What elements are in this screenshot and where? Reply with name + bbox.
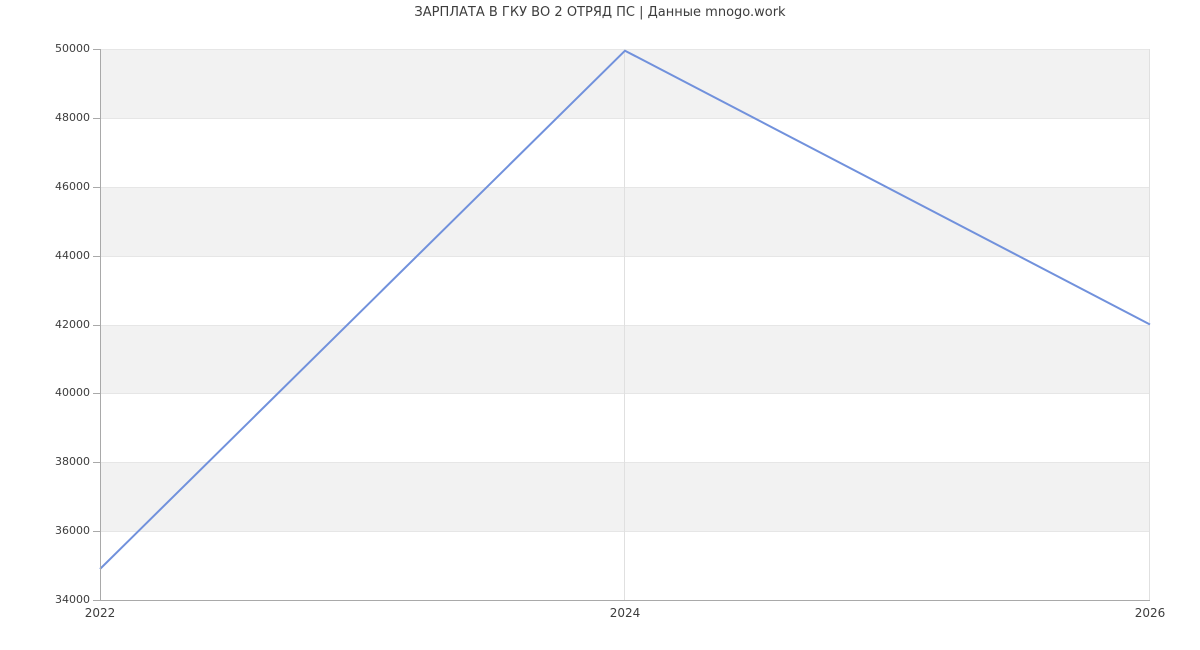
- vertical-gridline: [624, 49, 625, 600]
- chart-title: ЗАРПЛАТА В ГКУ ВО 2 ОТРЯД ПС | Данные mn…: [414, 5, 786, 20]
- x-axis-label: 2022: [84, 606, 116, 620]
- horizontal-gridline: [100, 531, 1150, 533]
- horizontal-gridline: [100, 186, 1150, 188]
- y-axis-label: 40000: [55, 386, 90, 400]
- x-axis-label: 2024: [609, 606, 641, 620]
- y-axis-tick: [93, 393, 100, 395]
- x-axis-line: [100, 600, 1150, 601]
- plot-band: [100, 49, 1150, 118]
- horizontal-gridline: [100, 324, 1150, 326]
- plot-band: [100, 462, 1150, 532]
- y-axis-label: 38000: [55, 455, 90, 469]
- y-axis-tick: [93, 462, 100, 464]
- y-axis-label: 42000: [55, 317, 90, 331]
- horizontal-gridline: [100, 117, 1150, 119]
- y-axis-line: [100, 49, 101, 600]
- y-axis-label: 46000: [55, 179, 90, 193]
- y-axis-label: 50000: [55, 42, 90, 55]
- y-axis-label: 48000: [55, 110, 90, 124]
- y-axis-tick: [93, 186, 100, 188]
- horizontal-gridline: [100, 393, 1150, 395]
- plot-area: 34000 36000 38000 40000 42000 44000 46000 48000…: [55, 43, 1165, 621]
- plot-band: [100, 186, 1150, 256]
- plot-band: [100, 324, 1150, 394]
- y-axis-tick: [93, 49, 100, 50]
- y-axis-tick: [93, 324, 100, 326]
- y-axis-label: 34000: [55, 593, 90, 606]
- line-series-svg: [99, 49, 1151, 570]
- y-axis-tick: [93, 117, 100, 119]
- horizontal-gridline: [100, 255, 1150, 257]
- horizontal-gridline: [100, 49, 1150, 50]
- y-axis-tick: [93, 531, 100, 533]
- x-axis-label: 2026: [1134, 606, 1166, 620]
- y-axis-label: 44000: [55, 248, 90, 262]
- data-line-series: [99, 49, 1151, 570]
- horizontal-gridline: [100, 462, 1150, 464]
- y-axis-tick: [93, 255, 100, 257]
- y-axis-tick: [93, 600, 100, 601]
- y-axis-label: 36000: [55, 524, 90, 538]
